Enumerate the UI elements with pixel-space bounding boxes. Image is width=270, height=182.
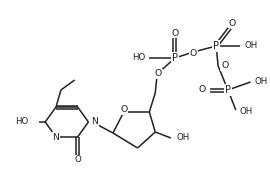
- Text: O: O: [190, 50, 197, 58]
- Text: HO: HO: [132, 54, 146, 62]
- Text: OH: OH: [245, 41, 258, 50]
- Text: N: N: [91, 118, 98, 126]
- Text: OH: OH: [254, 78, 268, 86]
- Text: O: O: [228, 19, 235, 27]
- Text: O: O: [74, 155, 81, 165]
- Text: O: O: [198, 86, 205, 94]
- Text: N: N: [91, 118, 98, 126]
- Text: N: N: [53, 132, 59, 141]
- Text: O: O: [120, 106, 127, 114]
- Text: OH: OH: [240, 108, 253, 116]
- Text: P: P: [225, 85, 231, 95]
- Text: OH: OH: [177, 134, 190, 143]
- Text: O: O: [154, 70, 162, 78]
- Text: HO: HO: [15, 118, 29, 126]
- Text: O: O: [171, 29, 178, 37]
- Text: P: P: [172, 53, 178, 63]
- Text: O: O: [221, 62, 228, 70]
- Text: P: P: [213, 41, 219, 51]
- Text: N: N: [53, 132, 59, 141]
- Text: O: O: [120, 106, 127, 114]
